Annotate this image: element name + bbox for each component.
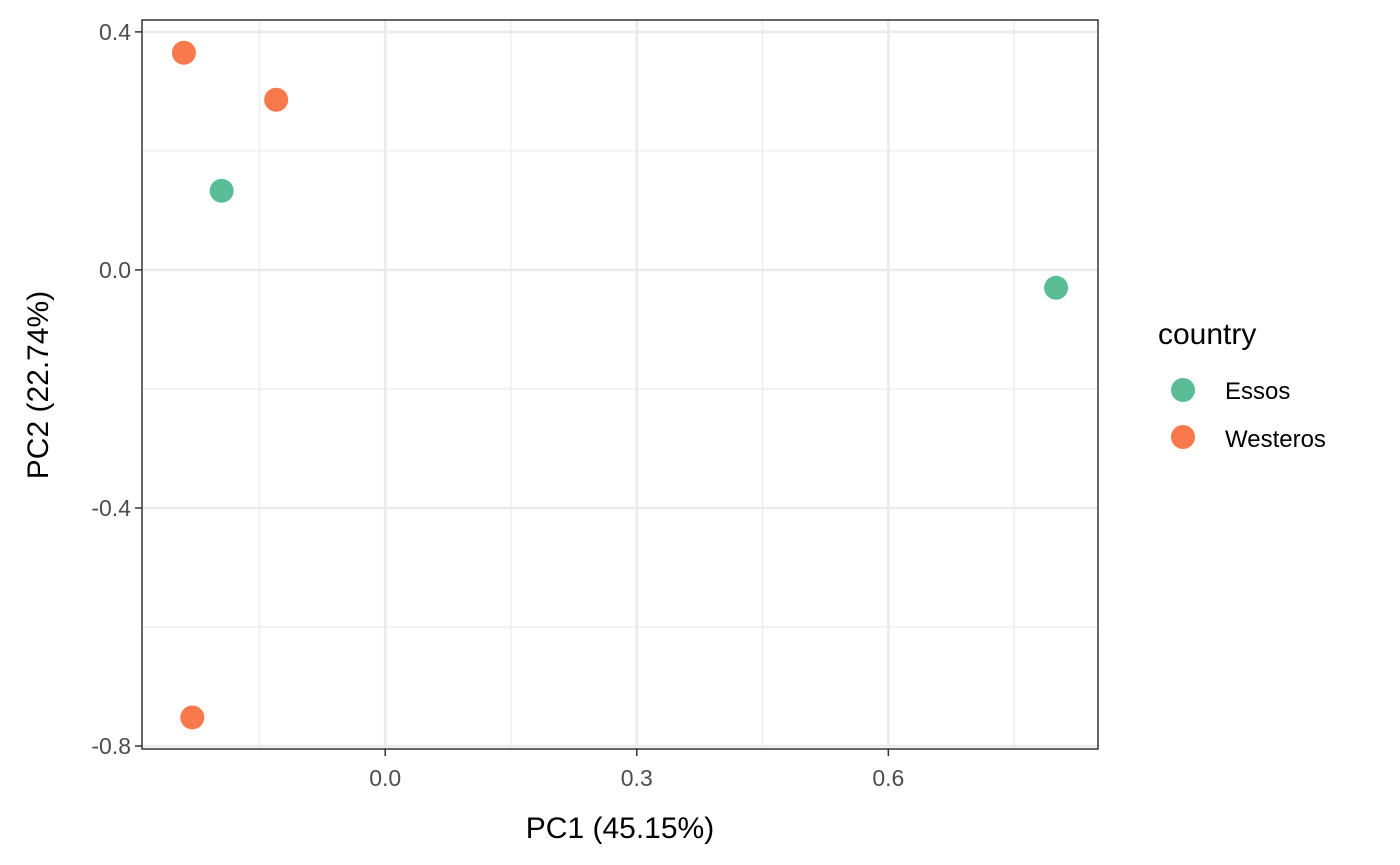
- legend-key-westeros: [1171, 425, 1195, 449]
- y-tick-label: -0.4: [91, 495, 131, 521]
- y-axis-title: PC2 (22.74%): [22, 291, 55, 479]
- data-point-essos: [1044, 275, 1069, 300]
- x-axis-title: PC1 (45.15%): [526, 812, 714, 845]
- y-tick-label: 0.0: [99, 257, 131, 283]
- data-point-westeros: [264, 87, 289, 112]
- x-axis-ticks: 0.0 0.3 0.6: [369, 749, 904, 791]
- x-tick-label: 0.0: [369, 765, 401, 791]
- minor-grid: [142, 20, 1098, 749]
- plot-panel-border: [141, 19, 1099, 750]
- y-axis-ticks: 0.4 0.0 -0.4 -0.8: [91, 19, 142, 759]
- data-point-westeros: [180, 705, 205, 730]
- plot-background: [142, 20, 1098, 749]
- legend-key-essos: [1171, 378, 1195, 402]
- x-tick-label: 0.3: [621, 765, 653, 791]
- legend-title: country: [1158, 318, 1256, 351]
- data-points: [171, 40, 1069, 730]
- x-tick-label: 0.6: [872, 765, 904, 791]
- legend-label-essos: Essos: [1225, 378, 1290, 405]
- data-point-westeros: [171, 40, 196, 65]
- major-grid: [142, 20, 1098, 749]
- legend-label-westeros: Westeros: [1225, 426, 1326, 453]
- y-tick-label: -0.8: [91, 733, 131, 759]
- legend: country Essos Westeros: [1158, 318, 1326, 453]
- y-tick-label: 0.4: [99, 19, 131, 45]
- data-point-essos: [209, 178, 234, 203]
